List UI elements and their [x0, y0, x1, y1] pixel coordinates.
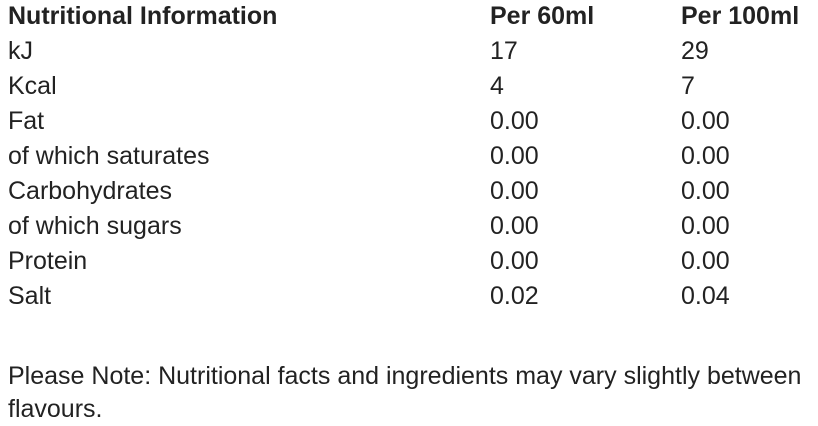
row-value: 0.04 [681, 282, 730, 310]
header-cell: Per 60ml [490, 2, 595, 30]
row-label: kJ [8, 37, 33, 65]
row-value: 17 [490, 37, 518, 65]
row-label: of which sugars [8, 212, 182, 240]
row-label: Kcal [8, 72, 57, 100]
row-value: 0.00 [681, 177, 730, 205]
row-value: 0.00 [681, 247, 730, 275]
row-value: 0.00 [490, 107, 539, 135]
row-value: 0.00 [681, 212, 730, 240]
header-cell: Per 100ml [681, 2, 800, 30]
row-value: 0.00 [681, 107, 730, 135]
header-cell: Nutritional Information [8, 2, 278, 30]
row-label: Salt [8, 282, 52, 310]
note: Please Note: Nutritional facts and ingre… [8, 362, 802, 423]
row-label: of which saturates [8, 142, 210, 170]
row-value: 29 [681, 37, 709, 65]
row-label: Protein [8, 247, 88, 275]
row-label: Carbohydrates [8, 177, 172, 205]
row-label: Fat [8, 107, 45, 135]
row-value: 0.00 [490, 177, 539, 205]
row-value: 0.00 [490, 142, 539, 170]
row-value: 0.00 [490, 247, 539, 275]
row-value: 0.00 [681, 142, 730, 170]
row-value: 7 [681, 72, 695, 100]
row-value: 4 [490, 72, 504, 100]
row-value: 0.00 [490, 212, 539, 240]
row-value: 0.02 [490, 282, 539, 310]
